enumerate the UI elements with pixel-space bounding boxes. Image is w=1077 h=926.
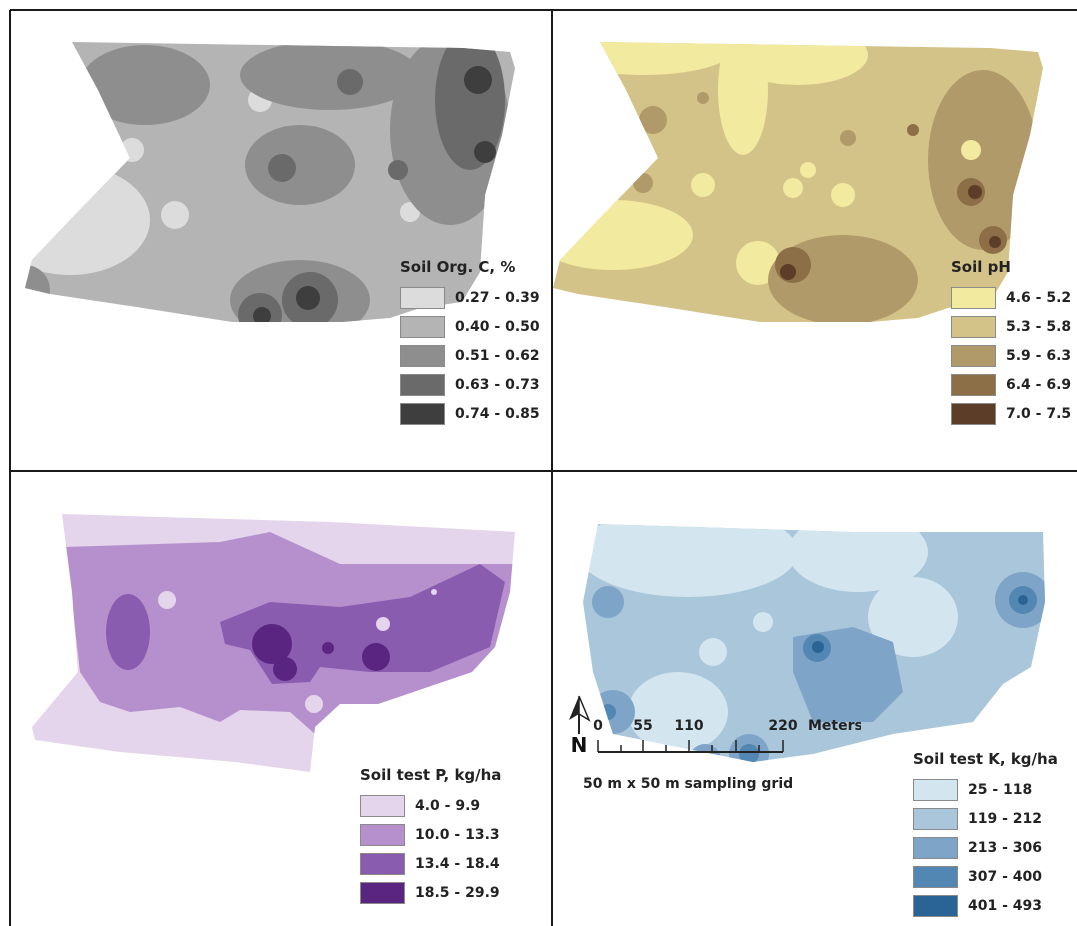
legend-item: 307 - 400 bbox=[913, 862, 1058, 891]
legend-swatch bbox=[913, 778, 958, 801]
legend-title: Soil pH bbox=[951, 258, 1011, 276]
legend-item: 5.3 - 5.8 bbox=[951, 312, 1071, 341]
sampling-grid-note: 50 m x 50 m sampling grid bbox=[583, 776, 793, 792]
map-soil-test-k bbox=[583, 524, 1045, 762]
panel-soil-test-k: Soil test K, kg/ha 25 - 118 119 - 212 21… bbox=[553, 472, 1077, 926]
legend-swatch bbox=[913, 894, 958, 917]
map-soil-test-p bbox=[32, 514, 515, 772]
legend-swatch bbox=[951, 373, 996, 396]
legend-soil-test-k: Soil test K, kg/ha 25 - 118 119 - 212 21… bbox=[913, 750, 1058, 920]
map-soil-organic-carbon bbox=[25, 42, 515, 322]
legend-item: 25 - 118 bbox=[913, 775, 1058, 804]
legend-label: 25 - 118 bbox=[968, 781, 1033, 798]
legend-soil-test-p: Soil test P, kg/ha 4.0 - 9.9 10.0 - 13.3… bbox=[360, 766, 501, 907]
scale-tick-label: 0 bbox=[593, 718, 603, 734]
legend-swatch bbox=[951, 344, 996, 367]
legend-swatch bbox=[360, 881, 405, 904]
north-arrow-icon bbox=[569, 695, 591, 734]
legend-label: 307 - 400 bbox=[968, 868, 1043, 885]
legend-item: 5.9 - 6.3 bbox=[951, 341, 1071, 370]
legend-swatch bbox=[400, 373, 445, 396]
legend-item: 0.51 - 0.62 bbox=[400, 341, 540, 370]
legend-swatch bbox=[400, 402, 445, 425]
legend-swatch bbox=[951, 402, 996, 425]
legend-swatch bbox=[400, 315, 445, 338]
legend-soil-ph: Soil pH 4.6 - 5.2 5.3 - 5.8 5.9 - 6.3 6.… bbox=[951, 258, 1071, 428]
legend-label: 6.4 - 6.9 bbox=[1006, 376, 1072, 393]
scale-tick-label: 220 bbox=[768, 718, 797, 734]
legend-swatch bbox=[360, 794, 405, 817]
legend-swatch bbox=[913, 807, 958, 830]
legend-label: 4.6 - 5.2 bbox=[1006, 289, 1072, 306]
map-soil-ph bbox=[553, 42, 1043, 322]
legend-item: 4.6 - 5.2 bbox=[951, 283, 1071, 312]
legend-label: 5.9 - 6.3 bbox=[1006, 347, 1072, 364]
legend-label: 13.4 - 18.4 bbox=[415, 855, 500, 872]
panel-soil-organic-carbon: Soil Org. C, % 0.27 - 0.39 0.40 - 0.50 0… bbox=[10, 10, 551, 470]
legend-item: 0.63 - 0.73 bbox=[400, 370, 540, 399]
legend-swatch bbox=[951, 286, 996, 309]
legend-label: 119 - 212 bbox=[968, 810, 1043, 827]
legend-soil-organic-carbon: Soil Org. C, % 0.27 - 0.39 0.40 - 0.50 0… bbox=[400, 258, 540, 428]
legend-label: 10.0 - 13.3 bbox=[415, 826, 500, 843]
legend-item: 213 - 306 bbox=[913, 833, 1058, 862]
scale-unit: Meters bbox=[808, 718, 861, 734]
legend-swatch bbox=[400, 286, 445, 309]
legend-item: 0.40 - 0.50 bbox=[400, 312, 540, 341]
legend-item: 119 - 212 bbox=[913, 804, 1058, 833]
legend-swatch bbox=[913, 836, 958, 859]
legend-swatch bbox=[400, 344, 445, 367]
legend-label: 0.27 - 0.39 bbox=[455, 289, 540, 306]
legend-item: 13.4 - 18.4 bbox=[360, 849, 501, 878]
scale-bar: N 0 55 110 220 Meters 50 m x 50 m sampli… bbox=[569, 695, 861, 792]
legend-label: 7.0 - 7.5 bbox=[1006, 405, 1072, 422]
legend-swatch bbox=[360, 852, 405, 875]
legend-label: 5.3 - 5.8 bbox=[1006, 318, 1072, 335]
legend-label: 18.5 - 29.9 bbox=[415, 884, 500, 901]
legend-label: 401 - 493 bbox=[968, 897, 1043, 914]
scale-ticks: 0 55 110 220 Meters bbox=[593, 718, 861, 753]
legend-label: 213 - 306 bbox=[968, 839, 1043, 856]
scale-tick-label: 110 bbox=[674, 718, 703, 734]
legend-swatch bbox=[951, 315, 996, 338]
legend-item: 6.4 - 6.9 bbox=[951, 370, 1071, 399]
legend-title: Soil Org. C, % bbox=[400, 258, 516, 276]
legend-label: 0.40 - 0.50 bbox=[455, 318, 540, 335]
scale-tick-label: 55 bbox=[633, 718, 652, 734]
legend-item: 0.74 - 0.85 bbox=[400, 399, 540, 428]
legend-swatch bbox=[913, 865, 958, 888]
panel-soil-test-p: Soil test P, kg/ha 4.0 - 9.9 10.0 - 13.3… bbox=[10, 472, 551, 926]
north-label: N bbox=[571, 733, 588, 757]
legend-title: Soil test P, kg/ha bbox=[360, 766, 502, 784]
legend-item: 401 - 493 bbox=[913, 891, 1058, 920]
legend-label: 0.74 - 0.85 bbox=[455, 405, 540, 422]
legend-item: 7.0 - 7.5 bbox=[951, 399, 1071, 428]
legend-label: 0.51 - 0.62 bbox=[455, 347, 540, 364]
legend-label: 0.63 - 0.73 bbox=[455, 376, 540, 393]
legend-item: 10.0 - 13.3 bbox=[360, 820, 501, 849]
legend-item: 4.0 - 9.9 bbox=[360, 791, 501, 820]
legend-swatch bbox=[360, 823, 405, 846]
legend-item: 18.5 - 29.9 bbox=[360, 878, 501, 907]
panel-soil-ph: Soil pH 4.6 - 5.2 5.3 - 5.8 5.9 - 6.3 6.… bbox=[553, 10, 1077, 470]
legend-title: Soil test K, kg/ha bbox=[913, 750, 1058, 768]
legend-label: 4.0 - 9.9 bbox=[415, 797, 481, 814]
legend-item: 0.27 - 0.39 bbox=[400, 283, 540, 312]
